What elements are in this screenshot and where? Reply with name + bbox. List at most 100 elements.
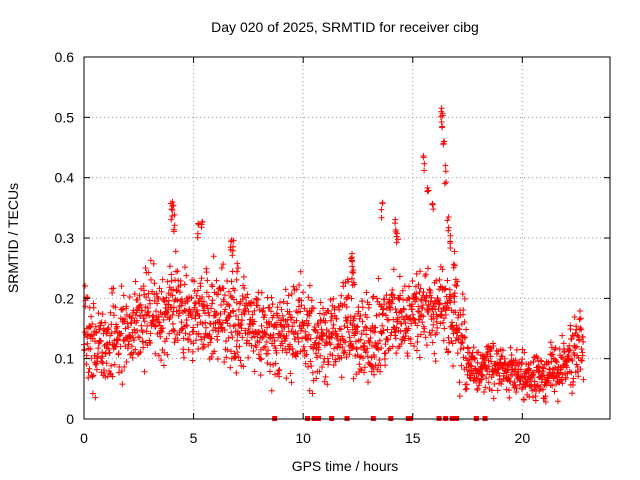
data-point [522,370,529,377]
data-point [101,370,108,377]
data-point [210,253,217,260]
data-point [92,361,99,368]
data-point [452,309,459,316]
y-axis-label: SRMTID / TECUs [5,183,21,293]
data-point [419,319,426,326]
data-point [545,377,552,384]
y-tick-label: 0.1 [55,351,75,367]
data-point [354,328,361,335]
data-point [123,359,130,366]
data-point [102,374,109,381]
data-point [461,295,468,302]
data-point [474,385,481,392]
data-point [342,339,349,346]
data-point [388,291,395,298]
data-point [456,379,463,386]
data-point [403,312,410,319]
data-point [254,302,261,309]
data-point [125,324,132,331]
data-point [156,285,163,292]
data-point [199,320,206,327]
data-points [81,105,587,421]
data-point [81,329,88,336]
data-point [122,316,129,323]
data-point [211,348,218,355]
data-point [171,339,178,346]
data-point [563,364,570,371]
data-point [160,362,167,369]
data-point [333,315,340,322]
data-point [225,334,232,341]
data-point [268,387,275,394]
data-point [456,326,463,333]
data-point [88,313,95,320]
data-point [519,356,526,363]
data-point [430,315,437,322]
y-tick-label: 0.5 [55,109,75,125]
data-point [378,345,385,352]
data-point [463,381,470,388]
data-point [130,337,137,344]
data-point [112,304,119,311]
data-point [312,339,319,346]
data-point [161,298,168,305]
data-point [139,329,146,336]
data-point [394,230,401,237]
data-point [530,358,537,365]
data-point [110,312,117,319]
data-point [420,152,427,159]
data-point [314,354,321,361]
data-point [180,349,187,356]
data-point [481,355,488,362]
data-point [178,296,185,303]
data-point [147,300,154,307]
data-point [145,290,152,297]
data-point [183,322,190,329]
data-point [286,308,293,315]
data-point [375,275,382,282]
data-point [385,336,392,343]
data-point [217,310,224,317]
data-point [230,308,237,315]
data-point [268,294,275,301]
data-point [95,345,102,352]
data-point [346,351,353,358]
data-point [208,335,215,342]
data-point [295,334,302,341]
data-point [425,265,432,272]
data-point [190,340,197,347]
data-point [264,324,271,331]
data-point [298,302,305,309]
data-point [558,376,565,383]
data-point [258,322,265,329]
data-point [182,330,189,337]
data-point [262,331,269,338]
data-point [447,238,454,245]
data-point [338,354,345,361]
data-point [127,334,134,341]
data-point [455,336,462,343]
data-point [258,356,265,363]
data-point [156,319,163,326]
data-point [284,300,291,307]
data-point [233,312,240,319]
data-point [256,339,263,346]
data-point [283,332,290,339]
data-point [194,287,201,294]
data-point [115,336,122,343]
data-point [381,296,388,303]
data-point [468,363,475,370]
data-point [174,337,181,344]
data-point [332,358,339,365]
data-point [283,375,290,382]
data-point [350,279,357,286]
data-point [444,277,451,284]
data-point [289,323,296,330]
data-point [204,277,211,284]
data-point [350,315,357,322]
data-point [89,321,96,328]
x-tick-label: 20 [515,430,531,446]
data-point [576,316,583,323]
data-point [208,305,215,312]
